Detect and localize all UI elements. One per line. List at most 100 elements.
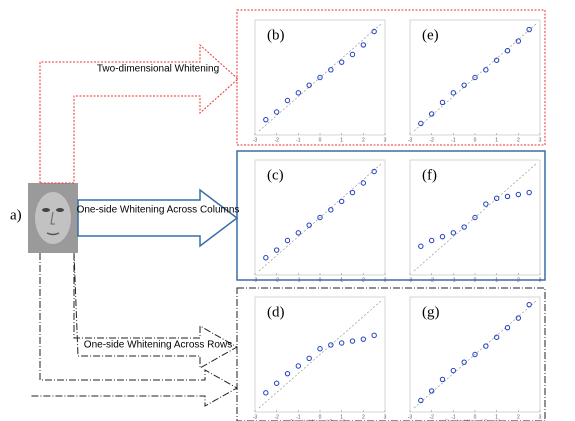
- qq-point: [263, 116, 269, 123]
- panel-label: (b): [267, 27, 285, 43]
- qq-point: [483, 67, 489, 73]
- x-tick-label: -2: [274, 277, 279, 283]
- qq-point: [338, 59, 345, 65]
- qq-point: [306, 222, 312, 228]
- x-tick-label: 2: [362, 277, 365, 283]
- qq-point: [273, 380, 280, 386]
- x-tick-label: 3: [539, 137, 542, 143]
- x-tick-label: -1: [296, 414, 301, 420]
- x-tick-label: -1: [451, 137, 456, 143]
- qq-point: [493, 195, 500, 202]
- qq-point: [328, 207, 334, 213]
- qq-point: [360, 42, 367, 48]
- qq-point: [360, 180, 367, 186]
- x-tick-label: 0: [474, 414, 477, 420]
- x-tick-label: -2: [274, 414, 279, 420]
- qq-point: [338, 340, 345, 346]
- qq-point: [284, 237, 291, 244]
- qq-point: [418, 120, 424, 127]
- qq-point: [450, 367, 457, 374]
- arrow: [73, 252, 239, 369]
- qq-point: [338, 198, 345, 205]
- qq-point: [349, 51, 356, 58]
- qq-point: [504, 193, 511, 200]
- qq-point: [439, 99, 446, 106]
- qq-point: [295, 230, 302, 236]
- qq-point: [371, 168, 377, 175]
- panel-label: (f): [422, 167, 437, 183]
- qq-point: [328, 67, 334, 73]
- x-tick-label: 2: [517, 414, 520, 420]
- reference-line: [258, 300, 382, 409]
- qq-point: [526, 26, 532, 33]
- reference-line: [258, 23, 382, 132]
- reference-line: [413, 23, 537, 132]
- qq-point: [515, 191, 522, 198]
- x-tick-label: 1: [340, 277, 343, 283]
- qq-point: [526, 301, 532, 308]
- x-tick-label: 2: [517, 277, 520, 283]
- x-tick-label: -1: [451, 414, 456, 420]
- qq-point: [418, 397, 424, 404]
- qq-point: [306, 355, 312, 362]
- qq-point: [428, 237, 435, 244]
- qq-point: [461, 224, 467, 230]
- panel-label: (c): [267, 167, 284, 183]
- x-tick-label: -2: [429, 414, 434, 420]
- x-tick-label: -1: [451, 277, 456, 283]
- x-tick-label: -2: [429, 137, 434, 143]
- qq-point: [483, 343, 489, 349]
- group-box: [236, 150, 546, 281]
- qq-point: [515, 38, 522, 44]
- qq-point: [306, 82, 312, 88]
- qq-point: [504, 47, 511, 54]
- x-tick-label: 1: [495, 137, 498, 143]
- x-tick-label: 1: [495, 277, 498, 283]
- x-tick-label: 1: [340, 414, 343, 420]
- reference-line: [258, 163, 382, 272]
- qq-point: [295, 90, 302, 96]
- qq-point: [472, 351, 478, 358]
- x-tick-label: 0: [474, 137, 477, 143]
- x-tick-label: 3: [539, 414, 542, 420]
- panel-label: (g): [422, 304, 440, 320]
- qq-point: [328, 342, 334, 348]
- arrow-label: One-side Whitening Across Columns: [77, 205, 240, 216]
- qq-point: [284, 370, 291, 377]
- qq-point: [493, 57, 500, 63]
- qq-point: [295, 363, 302, 369]
- figure-label: a): [10, 207, 22, 223]
- panel-label: (d): [267, 304, 285, 320]
- qq-point: [428, 111, 435, 117]
- x-tick-label: 3: [384, 137, 387, 143]
- qq-point: [515, 315, 522, 321]
- qq-point: [349, 338, 356, 344]
- qq-point: [263, 255, 269, 261]
- x-tick-label: -2: [274, 137, 279, 143]
- qq-point: [263, 390, 269, 396]
- qq-point: [439, 376, 446, 383]
- x-tick-label: 2: [362, 137, 365, 143]
- x-tick-label: 3: [384, 414, 387, 420]
- qq-point: [317, 214, 323, 221]
- qq-point: [461, 359, 467, 365]
- qq-point: [317, 74, 323, 81]
- qq-point: [472, 214, 478, 221]
- qq-point: [360, 336, 367, 342]
- qq-point: [483, 201, 489, 207]
- x-tick-label: 2: [517, 137, 520, 143]
- qq-point: [284, 97, 291, 104]
- x-tick-label: -3: [253, 414, 258, 420]
- x-tick-label: 0: [319, 277, 322, 283]
- x-tick-label: -1: [296, 277, 301, 283]
- x-tick-label: -3: [408, 414, 413, 420]
- x-tick-label: 3: [539, 277, 542, 283]
- x-tick-label: -3: [408, 277, 413, 283]
- arrow: [77, 188, 239, 248]
- x-tick-label: 0: [474, 277, 477, 283]
- qq-point: [526, 189, 532, 196]
- qq-point: [450, 230, 457, 236]
- x-tick-label: 3: [384, 277, 387, 283]
- qq-point: [349, 189, 356, 196]
